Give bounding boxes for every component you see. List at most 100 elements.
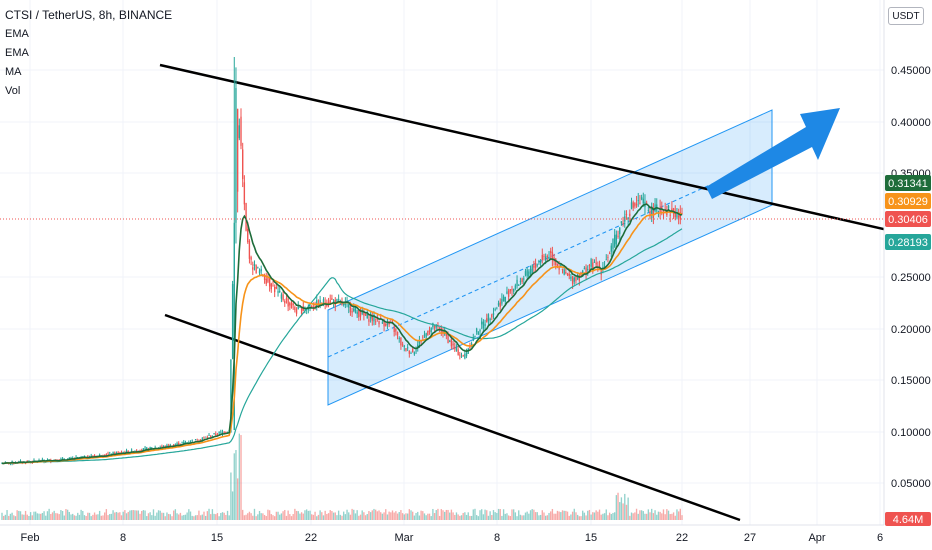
candle-body: [615, 234, 618, 245]
candle-body: [240, 116, 242, 146]
candle-body: [216, 434, 219, 436]
candle-body: [253, 263, 256, 266]
volume-bar: [440, 509, 442, 520]
time-tick-label[interactable]: 15: [585, 532, 597, 544]
volume-bar: [300, 512, 303, 520]
volume-bar: [327, 513, 330, 520]
time-tick-label[interactable]: 8: [120, 532, 126, 544]
volume-bar: [410, 510, 412, 520]
candle-body: [602, 267, 604, 269]
symbol-title[interactable]: CTSI / TetherUS, 8h, BINANCE: [5, 8, 173, 22]
time-tick-label[interactable]: Feb: [21, 532, 40, 544]
candle-body: [635, 203, 638, 206]
volume-bar: [427, 513, 429, 520]
candle-body: [578, 275, 580, 281]
time-axis-labels[interactable]: Feb 8 15 22 Mar 8 15 22 27 Apr 6: [21, 532, 884, 544]
candle-body: [435, 324, 437, 328]
volume-bar: [236, 478, 239, 520]
candle-body: [233, 222, 235, 431]
candle-body: [215, 433, 217, 435]
time-tick-label[interactable]: 22: [305, 532, 317, 544]
volume-bar: [484, 509, 486, 520]
candle-body: [33, 459, 35, 461]
candle-body: [575, 277, 577, 281]
time-tick-label[interactable]: 15: [211, 532, 223, 544]
indicator-ema-fast[interactable]: EMA: [5, 28, 29, 40]
volume-bar: [615, 495, 618, 520]
candle-body: [279, 290, 281, 292]
volume-bar: [299, 513, 301, 520]
volume-bar: [422, 511, 424, 520]
volume-bar: [395, 511, 397, 520]
candle-body: [516, 279, 518, 287]
volume-bar: [497, 508, 500, 520]
volume-bar: [354, 513, 357, 520]
time-tick-label[interactable]: 6: [877, 532, 883, 544]
candle-body: [208, 435, 210, 437]
price-badges: 0.31341 0.30929 0.30406 0.28193 4.64M: [885, 175, 931, 526]
lower-trendline[interactable]: [164, 313, 741, 522]
candle-body: [605, 259, 607, 261]
volume-bar: [634, 512, 636, 520]
candle-body: [666, 211, 668, 216]
candle-body: [221, 431, 224, 435]
volume-bar: [538, 515, 540, 520]
price-tick-label[interactable]: 0.25000: [891, 272, 931, 284]
volume-bar: [339, 514, 341, 520]
volume-bar: [265, 516, 267, 520]
candle-body: [93, 455, 96, 457]
volume-bar: [651, 508, 653, 520]
volume-bar: [152, 509, 155, 520]
indicator-volume[interactable]: Vol: [5, 85, 21, 97]
indicator-ma[interactable]: MA: [5, 66, 22, 78]
volume-bar: [576, 514, 579, 520]
candle-body: [383, 319, 385, 327]
price-axis-labels[interactable]: 0.450000.400000.350000.250000.200000.150…: [891, 65, 931, 490]
price-axis-background: [884, 0, 932, 550]
upper-trendline[interactable]: [159, 63, 932, 242]
candle-body: [428, 329, 431, 333]
volume-bar: [31, 515, 33, 520]
volume-bar: [529, 510, 532, 520]
candle-body: [677, 215, 680, 218]
volume-bar: [8, 515, 10, 520]
volume-bar: [348, 512, 350, 520]
candle-body: [484, 323, 486, 327]
volume-bar: [169, 514, 171, 520]
volume-bar: [191, 515, 193, 520]
price-tick-label[interactable]: 0.15000: [891, 375, 931, 387]
time-tick-label[interactable]: Apr: [808, 532, 825, 544]
price-tick-label[interactable]: 0.10000: [891, 427, 931, 439]
volume-bar: [253, 508, 256, 520]
candle-body: [610, 245, 612, 252]
volume-bar: [580, 516, 582, 520]
volume-bar: [290, 516, 293, 520]
candle-body: [211, 435, 214, 437]
volume-bar: [632, 513, 634, 520]
candle-body: [645, 202, 648, 204]
indicator-ema-slow[interactable]: EMA: [5, 47, 29, 59]
candle-body: [460, 356, 463, 358]
breakout-arrow[interactable]: [706, 108, 840, 199]
time-tick-label[interactable]: 22: [676, 532, 688, 544]
volume-bar: [324, 510, 326, 520]
candle-body: [533, 265, 535, 268]
volume-bar: [619, 502, 621, 520]
price-tick-label[interactable]: 0.45000: [891, 65, 931, 77]
price-tick-label[interactable]: 0.20000: [891, 324, 931, 336]
price-tick-label[interactable]: 0.05000: [891, 478, 931, 490]
volume-bar: [598, 509, 601, 520]
candle-body: [608, 253, 611, 255]
volume-bar: [287, 510, 289, 520]
time-tick-label[interactable]: Mar: [395, 532, 414, 544]
time-tick-label[interactable]: 8: [494, 532, 500, 544]
candle-body: [223, 432, 225, 434]
candle-body: [236, 108, 239, 192]
currency-selector[interactable]: USDT: [888, 7, 924, 25]
volume-bar: [602, 513, 604, 520]
price-tick-label[interactable]: 0.40000: [891, 117, 931, 129]
volume-bar: [388, 511, 390, 520]
candle-body: [415, 350, 417, 352]
time-tick-label[interactable]: 27: [744, 532, 756, 544]
